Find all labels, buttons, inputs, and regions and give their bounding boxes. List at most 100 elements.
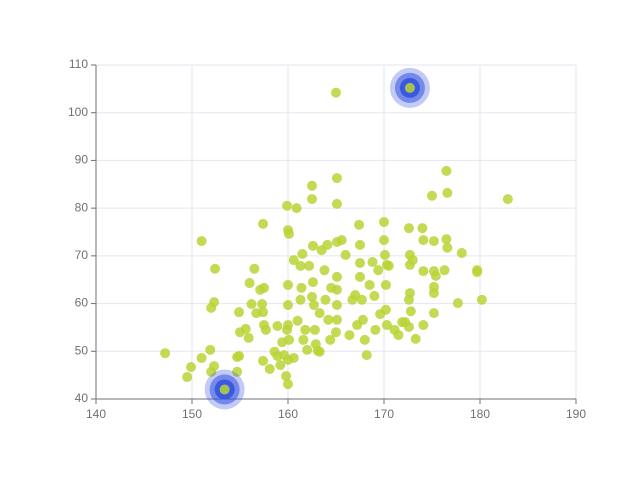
point bbox=[246, 299, 257, 310]
point bbox=[472, 267, 483, 278]
y-tick-label: 70 bbox=[75, 248, 89, 262]
point bbox=[309, 324, 320, 335]
point bbox=[379, 216, 389, 227]
point bbox=[234, 351, 245, 362]
point bbox=[369, 290, 380, 301]
y-tick-label: 90 bbox=[75, 153, 89, 167]
point bbox=[258, 355, 269, 366]
point bbox=[403, 223, 414, 234]
point bbox=[441, 234, 452, 245]
point bbox=[442, 242, 453, 253]
point bbox=[393, 330, 404, 341]
point bbox=[307, 291, 317, 302]
x-tick-label: 160 bbox=[278, 407, 298, 421]
point bbox=[355, 271, 365, 282]
y-tick-label: 100 bbox=[68, 105, 88, 119]
point bbox=[302, 344, 313, 355]
x-tick-label: 150 bbox=[182, 407, 202, 421]
point bbox=[244, 278, 255, 289]
point bbox=[331, 327, 341, 338]
point bbox=[428, 236, 439, 247]
point bbox=[291, 203, 302, 214]
point bbox=[295, 294, 306, 305]
point bbox=[439, 265, 450, 276]
point bbox=[359, 334, 370, 345]
x-tick-label: 190 bbox=[566, 407, 586, 421]
point bbox=[298, 334, 309, 345]
point bbox=[441, 165, 452, 176]
point bbox=[264, 363, 275, 374]
point bbox=[418, 266, 429, 277]
point bbox=[452, 298, 463, 309]
point bbox=[282, 200, 293, 211]
point bbox=[370, 324, 381, 335]
point bbox=[314, 308, 325, 319]
point bbox=[209, 361, 220, 372]
point bbox=[383, 260, 394, 271]
point bbox=[308, 300, 319, 311]
point bbox=[331, 198, 342, 209]
point bbox=[272, 320, 283, 331]
point bbox=[300, 324, 311, 335]
point bbox=[281, 371, 292, 382]
point bbox=[320, 294, 331, 305]
point bbox=[442, 187, 453, 198]
point bbox=[340, 249, 351, 260]
point bbox=[418, 320, 429, 331]
point bbox=[331, 271, 342, 282]
point bbox=[407, 255, 418, 266]
point bbox=[380, 304, 391, 315]
point bbox=[404, 82, 415, 93]
point bbox=[257, 299, 268, 310]
point bbox=[502, 194, 513, 205]
point bbox=[258, 307, 269, 318]
point bbox=[307, 277, 318, 288]
point bbox=[196, 236, 207, 247]
point bbox=[275, 360, 286, 371]
point bbox=[304, 260, 315, 271]
x-tick-label: 170 bbox=[374, 407, 394, 421]
point bbox=[283, 300, 293, 311]
point bbox=[410, 333, 421, 344]
point bbox=[325, 334, 336, 345]
point bbox=[288, 352, 299, 363]
point bbox=[364, 279, 375, 290]
point bbox=[336, 235, 347, 246]
point bbox=[283, 228, 294, 239]
point bbox=[307, 180, 317, 191]
point bbox=[357, 314, 368, 325]
point bbox=[331, 314, 342, 325]
point bbox=[243, 332, 254, 343]
point bbox=[260, 324, 271, 335]
point bbox=[427, 190, 437, 201]
point bbox=[331, 284, 342, 295]
point bbox=[232, 366, 243, 377]
point bbox=[476, 294, 487, 305]
point bbox=[292, 315, 303, 326]
point bbox=[428, 288, 439, 299]
point bbox=[331, 173, 342, 184]
point bbox=[288, 255, 299, 266]
point bbox=[361, 350, 372, 361]
point bbox=[307, 240, 318, 251]
point bbox=[283, 320, 293, 331]
point bbox=[205, 344, 216, 355]
point bbox=[381, 320, 392, 331]
x-tick-label: 180 bbox=[470, 407, 490, 421]
point bbox=[182, 372, 193, 383]
y-tick-label: 40 bbox=[75, 391, 89, 405]
point bbox=[295, 260, 306, 271]
point bbox=[356, 294, 367, 305]
point bbox=[307, 194, 317, 205]
point bbox=[314, 346, 325, 357]
point bbox=[283, 379, 293, 390]
point bbox=[258, 218, 269, 229]
point bbox=[379, 249, 390, 260]
point bbox=[186, 362, 197, 373]
y-tick-label: 60 bbox=[75, 296, 89, 310]
y-tick-label: 50 bbox=[75, 343, 89, 357]
point bbox=[283, 334, 294, 345]
point bbox=[331, 300, 342, 311]
point bbox=[405, 306, 416, 317]
point bbox=[355, 258, 365, 269]
